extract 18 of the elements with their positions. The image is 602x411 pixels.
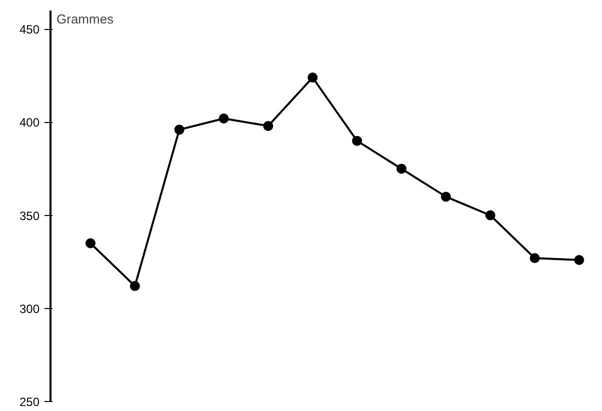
point	[530, 253, 540, 264]
point	[263, 120, 274, 131]
y-tick-label: 300	[19, 302, 40, 316]
point	[308, 72, 318, 83]
point	[85, 238, 96, 248]
point	[485, 210, 496, 220]
point	[218, 114, 229, 124]
point	[130, 281, 140, 292]
point	[396, 164, 406, 174]
y-tick-label: 400	[19, 116, 40, 130]
point	[440, 192, 451, 202]
point	[574, 255, 584, 265]
y-tick-label: 450	[19, 22, 40, 37]
y-tick-label: 250	[19, 395, 40, 409]
y-axis-title: Grammes	[56, 12, 114, 26]
y-tick-label: 350	[19, 208, 40, 223]
point	[352, 136, 362, 146]
point	[174, 124, 184, 135]
